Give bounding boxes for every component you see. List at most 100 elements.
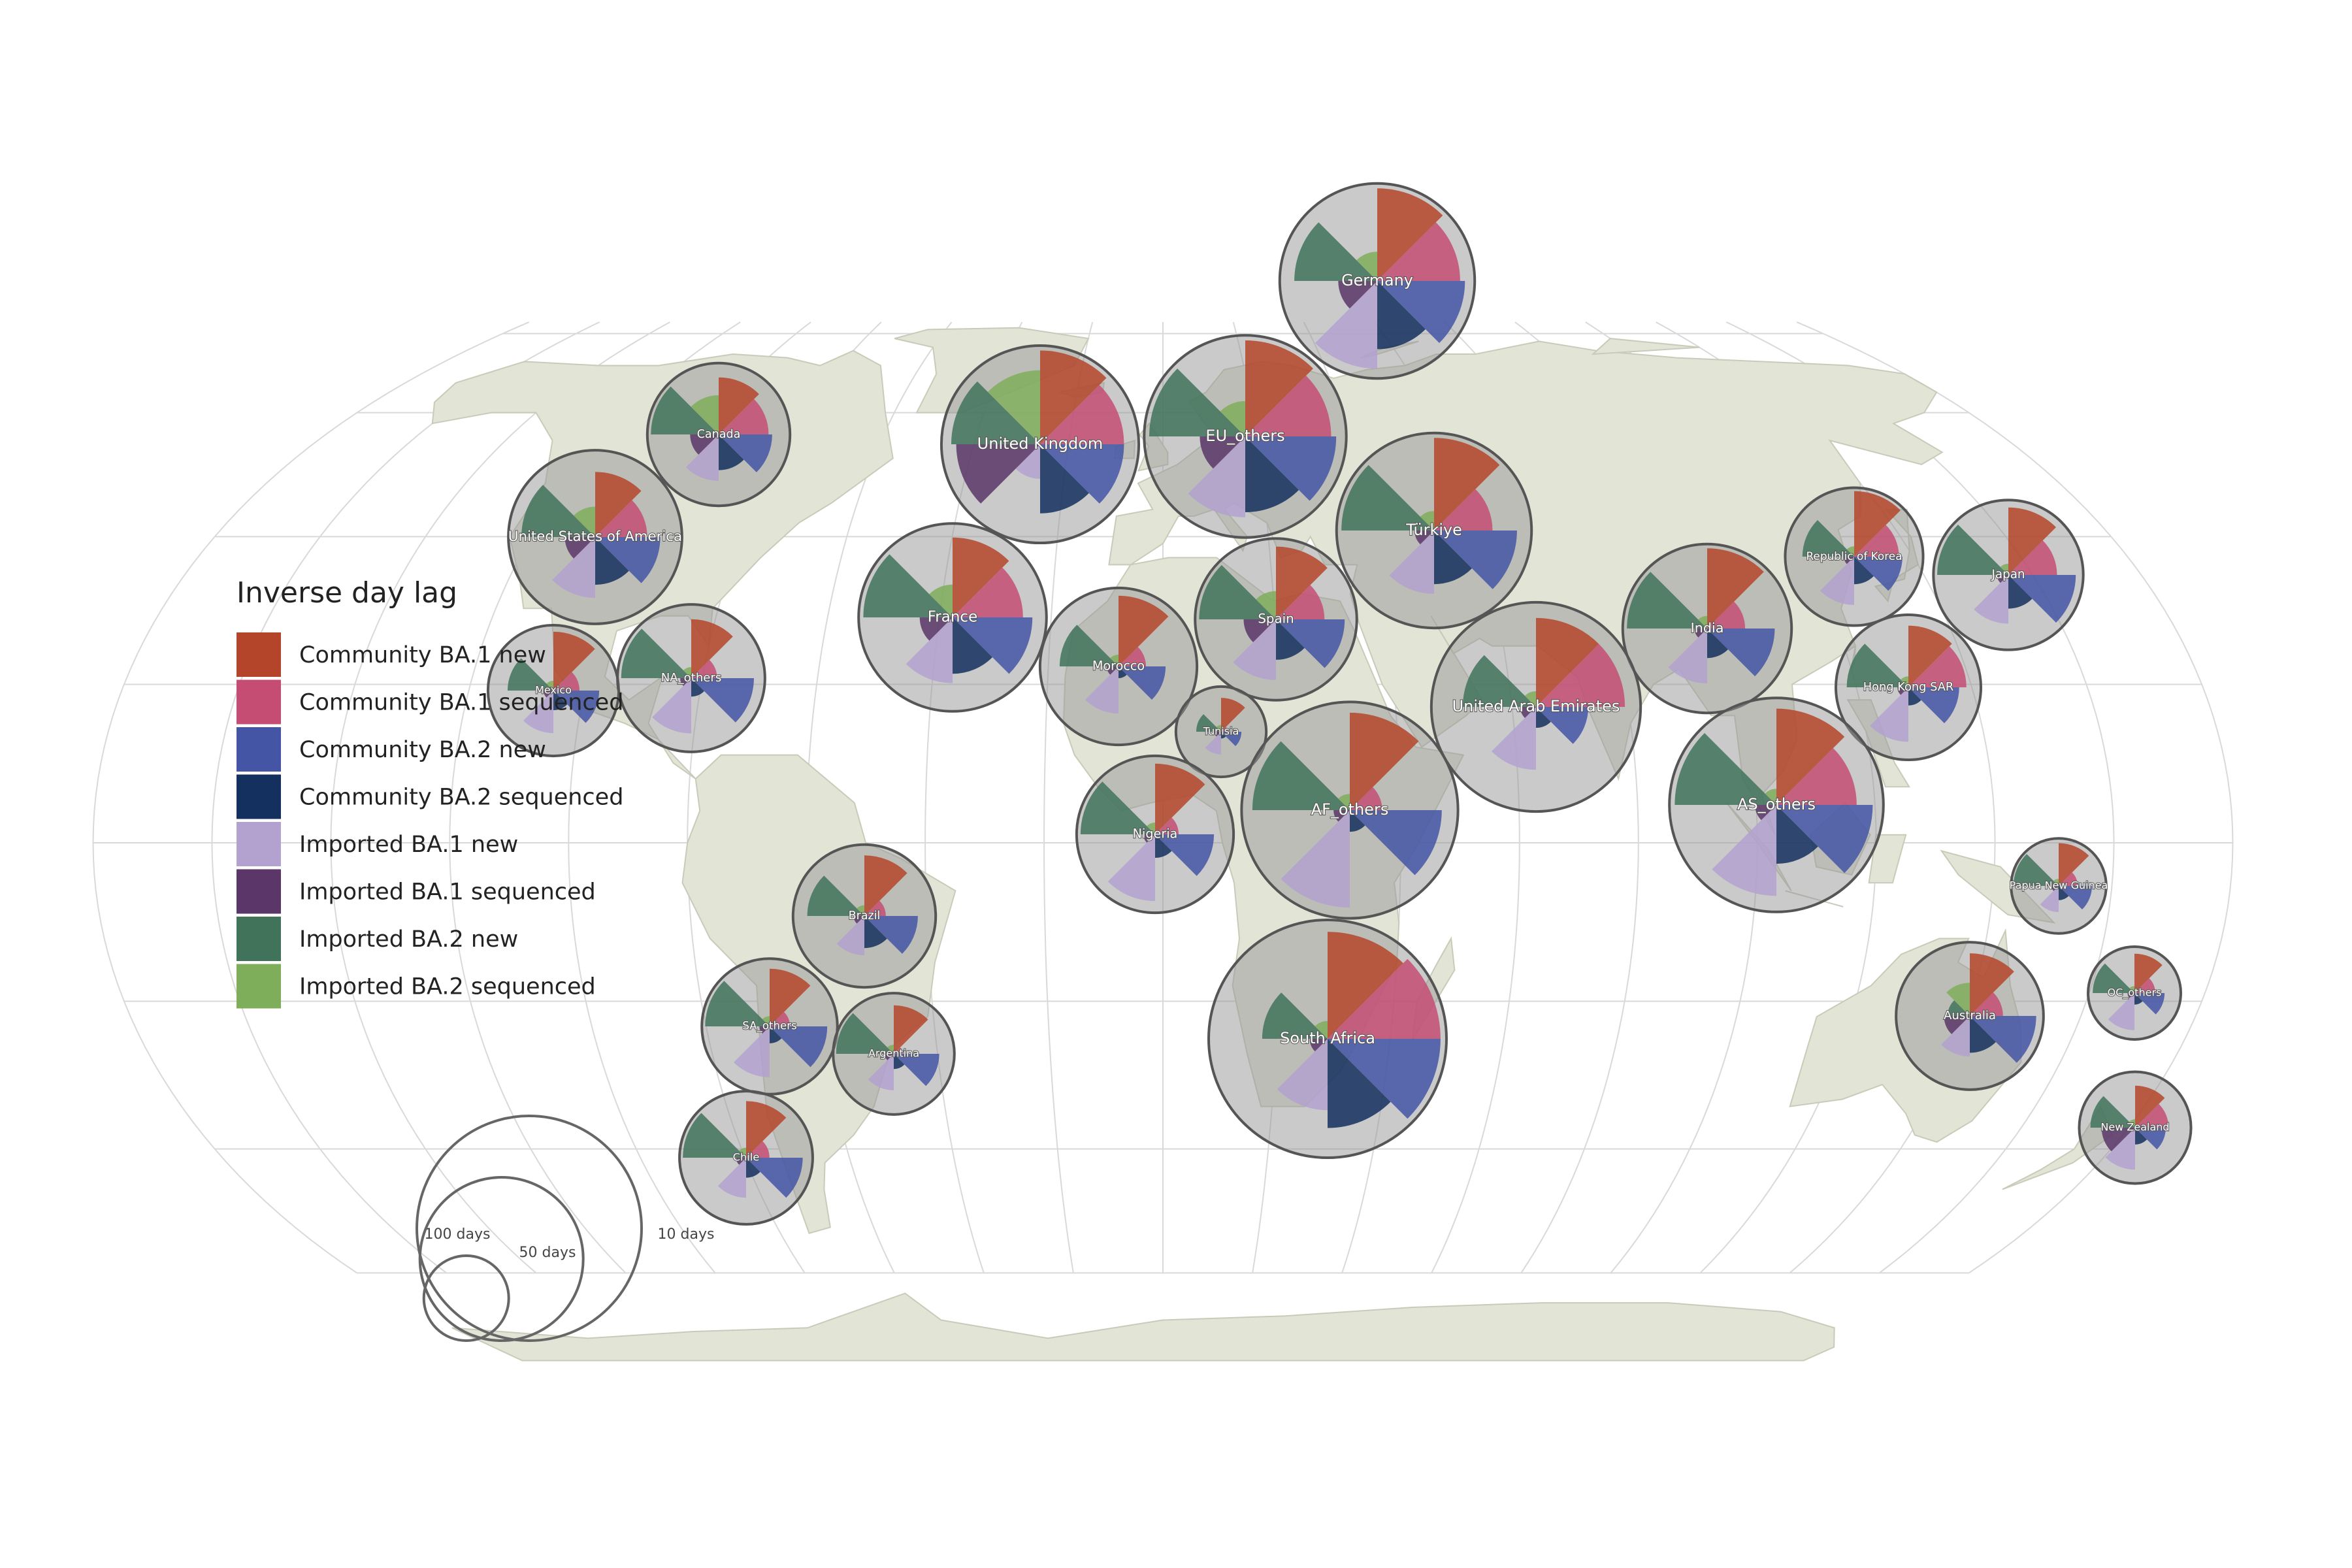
legend-label: Imported BA.2 sequenced bbox=[299, 974, 596, 1000]
region-outline bbox=[1429, 600, 1642, 813]
rose-slice-community-ba1-sequenced bbox=[746, 1141, 770, 1158]
rose-slice-community-ba2-sequenced bbox=[2134, 993, 2143, 1005]
rose-slice-community-ba1-new bbox=[1854, 491, 1901, 557]
legend-swatch bbox=[237, 774, 281, 819]
rose-slice-imported-ba1-new bbox=[523, 691, 553, 734]
rose-slice-imported-ba2-new bbox=[705, 981, 770, 1026]
rose-slice-imported-ba1-new bbox=[868, 1054, 894, 1090]
rose-slice-community-ba1-new bbox=[1155, 763, 1205, 834]
rose-slice-imported-ba2-new bbox=[2093, 963, 2134, 993]
rose-slice-imported-ba2-new bbox=[1199, 564, 1276, 619]
rose-slice-community-ba2-new bbox=[1221, 732, 1242, 746]
rose-slice-imported-ba1-new bbox=[1107, 834, 1155, 902]
rose-slice-community-ba2-new bbox=[1040, 444, 1124, 504]
rose-slice-imported-ba1-sequenced bbox=[2101, 1128, 2135, 1152]
region-label: Chile bbox=[733, 1151, 760, 1164]
land-mass bbox=[1591, 338, 1700, 355]
region-glyph-canada: Canada bbox=[645, 361, 792, 508]
rose-slice-community-ba1-sequenced bbox=[1854, 525, 1899, 557]
legend-item: Community BA.2 new bbox=[237, 727, 546, 772]
region-label: Republic of Korea bbox=[1806, 549, 1902, 563]
rose-slice-community-ba2-new bbox=[1119, 666, 1166, 700]
rose-slice-imported-ba1-sequenced bbox=[919, 617, 953, 641]
region-outline bbox=[2010, 837, 2108, 935]
region-label: Tunisia bbox=[1203, 725, 1239, 738]
rose-slice-imported-ba1-sequenced bbox=[1997, 575, 2008, 583]
rose-slice-imported-ba2-sequenced bbox=[1901, 676, 1908, 687]
rose-slice-community-ba2-new bbox=[1776, 805, 1873, 874]
region-glyph-france: France bbox=[857, 522, 1048, 713]
rose-slice-imported-ba2-new bbox=[1462, 655, 1536, 707]
region-outline bbox=[1174, 685, 1268, 779]
rose-slice-imported-ba2-sequenced bbox=[887, 1045, 894, 1054]
rose-slice-imported-ba1-new bbox=[652, 678, 691, 734]
rose-slice-community-ba2-sequenced bbox=[1854, 557, 1874, 585]
rose-slice-imported-ba1-sequenced bbox=[564, 537, 595, 559]
region-glyph-af-others: AF_others bbox=[1240, 700, 1460, 920]
size-ring bbox=[422, 1254, 510, 1342]
region-outline bbox=[832, 992, 956, 1116]
rose-slice-community-ba1-sequenced bbox=[1434, 489, 1493, 531]
rose-slice-imported-ba1-new bbox=[1712, 805, 1776, 896]
land-mass bbox=[451, 1292, 1835, 1362]
rose-slice-community-ba2-sequenced bbox=[2135, 1128, 2148, 1145]
rose-slice-imported-ba1-new bbox=[1281, 810, 1350, 908]
rose-slice-imported-ba2-sequenced bbox=[1698, 615, 1707, 629]
rose-slice-community-ba1-new bbox=[2008, 507, 2056, 575]
rose-slice-imported-ba1-new bbox=[552, 537, 595, 598]
region-outline bbox=[616, 603, 766, 753]
rose-slice-community-ba2-sequenced bbox=[864, 916, 887, 949]
color-legend: Inverse day lag Community BA.1 new Commun… bbox=[237, 576, 623, 1009]
region-label: EU_others bbox=[1205, 427, 1284, 445]
rose-slice-community-ba2-new bbox=[2135, 1128, 2166, 1150]
rose-slice-community-ba1-sequenced bbox=[864, 900, 886, 916]
size-label: 100 days bbox=[425, 1226, 491, 1243]
rose-slice-community-ba1-new bbox=[1119, 595, 1169, 666]
land-mass bbox=[1868, 834, 1907, 884]
region-glyph-morocco: Morocco bbox=[1038, 586, 1199, 747]
rose-slice-imported-ba2-sequenced bbox=[1315, 1021, 1328, 1039]
rose-slice-imported-ba2-sequenced bbox=[691, 395, 719, 434]
rose-slice-community-ba2-sequenced bbox=[1707, 629, 1728, 659]
region-label: Australia bbox=[1944, 1009, 1996, 1022]
rose-slice-imported-ba1-new bbox=[906, 617, 953, 683]
rose-slice-community-ba2-sequenced bbox=[1245, 436, 1299, 512]
rose-slice-community-ba1-sequenced bbox=[770, 1012, 791, 1026]
region-glyph-nigeria: Nigeria bbox=[1075, 754, 1235, 915]
rose-slice-community-ba1-new bbox=[2134, 953, 2163, 993]
rose-slice-imported-ba1-new bbox=[1974, 575, 2008, 624]
rose-slice-imported-ba1-sequenced bbox=[680, 678, 691, 686]
rose-slice-imported-ba1-new bbox=[1085, 666, 1119, 714]
rose-slice-community-ba1-sequenced bbox=[1245, 376, 1331, 436]
rose-slice-community-ba2-new bbox=[1536, 707, 1589, 744]
region-glyph-australia: Australia bbox=[1895, 941, 2045, 1091]
rose-slice-imported-ba2-sequenced bbox=[1338, 794, 1350, 810]
region-glyph-t-rkiye: Türkiye bbox=[1335, 431, 1533, 630]
rose-slice-community-ba2-new bbox=[1854, 557, 1903, 591]
rose-slice-community-ba1-new bbox=[1377, 188, 1443, 281]
rose-slice-imported-ba1-sequenced bbox=[885, 1054, 894, 1060]
region-glyph-brazil: Brazil bbox=[791, 843, 938, 989]
rose-slice-imported-ba1-sequenced bbox=[1333, 810, 1350, 822]
rose-slice-community-ba2-sequenced bbox=[1276, 619, 1305, 660]
region-label: India bbox=[1691, 620, 1724, 636]
region-label: South Africa bbox=[1280, 1029, 1375, 1047]
rose-slice-community-ba1-new bbox=[595, 472, 642, 537]
rose-slice-community-ba1-new bbox=[1276, 546, 1328, 619]
region-glyph-united-arab-emirates: United Arab Emirates bbox=[1429, 600, 1642, 813]
rose-slice-community-ba2-new bbox=[595, 537, 661, 583]
rose-slice-community-ba1-new bbox=[2059, 843, 2089, 886]
region-outline bbox=[678, 1090, 814, 1226]
rose-slice-community-ba2-sequenced bbox=[1328, 1039, 1391, 1128]
region-label: New Zealand bbox=[2100, 1121, 2169, 1134]
rose-slice-community-ba2-sequenced bbox=[1776, 805, 1818, 864]
rose-slice-community-ba1-new bbox=[894, 1005, 928, 1054]
rose-slice-imported-ba2-new bbox=[521, 485, 595, 537]
rose-slice-imported-ba1-new bbox=[1205, 732, 1221, 755]
rose-slice-imported-ba2-new bbox=[836, 1013, 894, 1054]
region-outline bbox=[1784, 486, 1925, 627]
region-glyph-chile: Chile bbox=[678, 1090, 814, 1226]
region-glyph-papua-new-guinea: Papua New Guinea bbox=[2009, 837, 2108, 935]
rose-slice-imported-ba1-sequenced bbox=[853, 916, 864, 924]
